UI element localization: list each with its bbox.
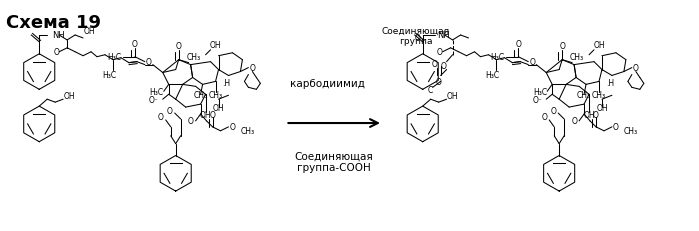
Text: O: O [250, 64, 255, 73]
Text: H₃C: H₃C [102, 71, 116, 80]
Text: O: O [437, 48, 442, 57]
Text: O⁻: O⁻ [149, 95, 159, 104]
Text: O: O [529, 58, 535, 67]
Text: OH: OH [583, 110, 595, 119]
Text: CH₃: CH₃ [187, 53, 201, 62]
Text: CH₃: CH₃ [208, 90, 222, 99]
Text: C: C [428, 85, 433, 94]
Text: O: O [435, 78, 442, 87]
Text: H₃C: H₃C [533, 87, 547, 96]
Text: OH: OH [212, 103, 224, 112]
Text: O: O [146, 58, 152, 67]
Text: CH₃: CH₃ [624, 127, 638, 136]
Text: OH: OH [63, 91, 75, 100]
Text: O: O [415, 34, 421, 43]
Text: .H: .H [606, 79, 614, 88]
Text: OH: OH [84, 26, 96, 35]
Text: O: O [633, 64, 639, 73]
Text: CH₃: CH₃ [592, 90, 606, 99]
Text: O: O [229, 123, 236, 132]
Text: O: O [175, 42, 182, 51]
Text: O: O [210, 110, 215, 119]
Text: O: O [613, 123, 619, 132]
Text: CH₃: CH₃ [577, 90, 591, 99]
Text: Соединяющая
группа-СООН: Соединяющая группа-СООН [295, 150, 373, 172]
Text: O: O [53, 48, 59, 57]
Text: O: O [167, 106, 173, 115]
Text: OH: OH [210, 41, 222, 50]
Text: O: O [132, 40, 138, 49]
Text: H₃C: H₃C [107, 53, 121, 62]
Text: H₃C: H₃C [485, 71, 500, 80]
Text: карбодиимид: карбодиимид [290, 79, 365, 88]
Text: O: O [158, 113, 164, 122]
Text: NH: NH [437, 31, 449, 40]
Text: O: O [571, 117, 577, 126]
Text: CH₃: CH₃ [194, 90, 208, 99]
Text: NH: NH [52, 31, 65, 40]
Text: H₃C: H₃C [490, 53, 505, 62]
Text: O: O [440, 62, 447, 71]
Text: O: O [188, 117, 194, 126]
Text: H₃C: H₃C [150, 87, 164, 96]
Text: O: O [541, 113, 547, 122]
Text: O: O [515, 40, 521, 49]
Text: OH: OH [596, 103, 608, 112]
Text: O: O [432, 60, 438, 69]
Text: CH₃: CH₃ [240, 127, 254, 136]
Text: O: O [593, 110, 599, 119]
Text: O: O [559, 42, 565, 51]
Text: OH: OH [447, 91, 459, 100]
Text: .H: .H [222, 79, 231, 88]
Text: CH₃: CH₃ [570, 53, 584, 62]
Text: OH: OH [200, 110, 211, 119]
Text: Соединяющая
группа: Соединяющая группа [382, 27, 449, 46]
Text: OH: OH [593, 41, 605, 50]
Text: O⁻: O⁻ [533, 95, 542, 104]
Text: O: O [550, 106, 556, 115]
Text: Схема 19: Схема 19 [6, 14, 101, 32]
